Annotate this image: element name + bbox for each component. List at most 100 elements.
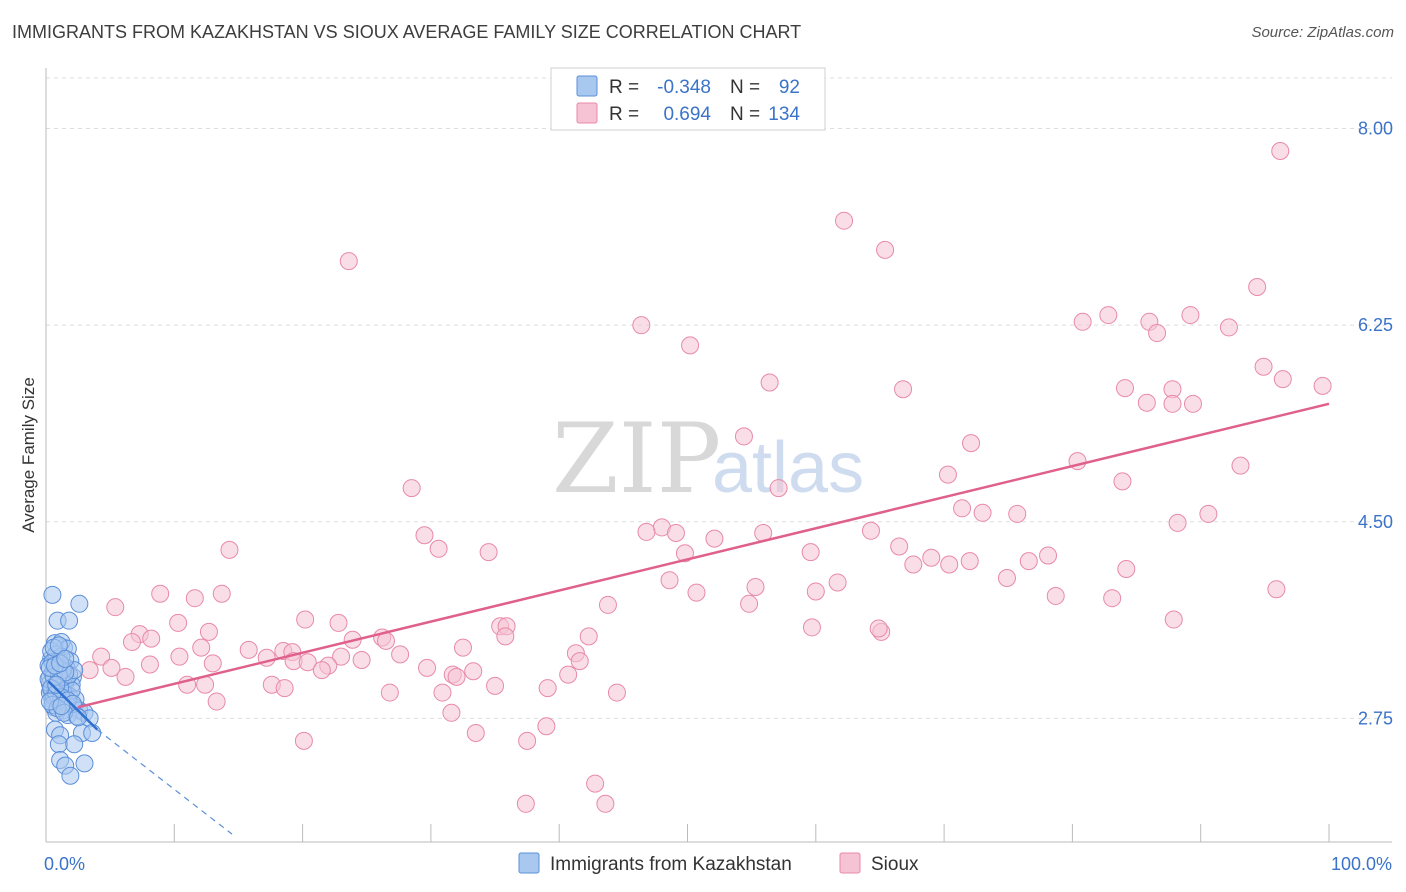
sioux-point [1137,393,1156,412]
watermark-atlas: atlas [712,428,864,508]
sioux-point [203,654,222,673]
sioux-point [1273,370,1292,389]
sioux-point [207,692,226,711]
sioux-point [92,647,111,666]
sioux-point [496,627,515,646]
sioux-point [151,584,170,603]
sioux-point [106,598,125,617]
sioux-point [687,583,706,602]
x-tick-label: 0.0% [44,854,85,874]
kazakhstan-point [52,697,71,716]
sioux-point [199,622,218,641]
sioux-point [705,529,724,548]
sioux-point [102,658,121,677]
x-tick-labels: 0.0% 100.0% [44,854,1392,874]
chart-title: IMMIGRANTS FROM KAZAKHSTAN VS SIOUX AVER… [12,22,802,42]
sioux-point [537,717,556,736]
sioux-point [660,571,679,590]
x-tick-label: 100.0% [1331,854,1392,874]
legend-swatch-kazakhstan [576,75,598,97]
sioux-point [1113,472,1132,491]
sioux-point [298,653,317,672]
legend-r-label: R = [609,77,639,98]
sioux-point [904,555,923,574]
sioux-point [380,683,399,702]
sioux-point [1046,586,1065,605]
sioux-point [607,683,626,702]
sioux-point [1164,610,1183,629]
sioux-point [1313,376,1332,395]
sioux-point [169,613,188,632]
kazakhstan-point [61,766,80,785]
sioux-point [675,544,694,563]
sioux-point [220,540,239,559]
sioux-point [1168,513,1187,532]
kazakhstan-point [56,649,75,668]
sioux-point [518,731,537,750]
sioux-point [1103,589,1122,608]
sioux-point [429,539,448,558]
sioux-point [953,499,972,518]
sioux-point [1181,306,1200,325]
sioux-point [447,667,466,686]
sioux-point [391,645,410,664]
sioux-point [960,552,979,571]
sioux-point [453,638,472,657]
sioux-point [940,555,959,574]
sioux-point [746,577,765,596]
sioux-point [116,667,135,686]
sioux-point [681,336,700,355]
sioux-point [1099,306,1118,325]
sioux-point [433,683,452,702]
kazakhstan-point [70,594,89,613]
legend-r-value: 0.694 [663,104,711,125]
sioux-point [486,676,505,695]
sioux-point [140,655,159,674]
sioux-point [1039,546,1058,565]
sioux-point [861,521,880,540]
sioux-point [801,543,820,562]
sioux-point [1117,559,1136,578]
sioux-point [1019,552,1038,571]
sioux-point [192,638,211,657]
correlation-legend: R = -0.348 N = 92 R = 0.694 N = 134 [550,67,826,131]
sioux-point [894,380,913,399]
y-tick-labels: 2.75 4.50 6.25 8.00 [1358,119,1393,729]
sioux-trend-line [77,402,1330,709]
sioux-point [185,589,204,608]
kazakhstan-trend-extension [96,729,233,835]
sioux-point [170,647,189,666]
sioux-point [479,543,498,562]
sioux-point [1248,277,1267,296]
legend-swatch-kazakhstan [518,852,540,874]
sioux-point [922,548,941,567]
series-kazakhstan [39,585,102,785]
legend-r-label: R = [609,104,639,125]
kazakhstan-point [65,735,84,754]
kazakhstan-point [49,735,68,754]
sioux-point [212,584,231,603]
sioux-point [1116,379,1135,398]
legend-n-value: 134 [768,104,800,125]
legend-label-kazakhstan: Immigrants from Kazakhstan [550,854,792,875]
y-tick-label: 6.25 [1358,315,1393,335]
sioux-point [1184,394,1203,413]
kazakhstan-trend-line [47,680,99,731]
legend-label-sioux: Sioux [871,854,919,875]
sioux-point [835,211,854,230]
sioux-point [938,465,957,484]
sioux-point [418,658,437,677]
sioux-point [1267,580,1286,599]
sioux-point [890,537,909,556]
sioux-point [415,526,434,545]
trend-lines [47,402,1330,835]
sioux-point [1231,456,1250,475]
sioux-point [973,503,992,522]
sioux-point [80,661,99,680]
sioux-point [1219,318,1238,337]
sioux-point [1254,357,1273,376]
legend-swatch-sioux [576,102,598,124]
y-tick-label: 8.00 [1358,119,1393,139]
sioux-point [596,794,615,813]
sioux-point [464,662,483,681]
